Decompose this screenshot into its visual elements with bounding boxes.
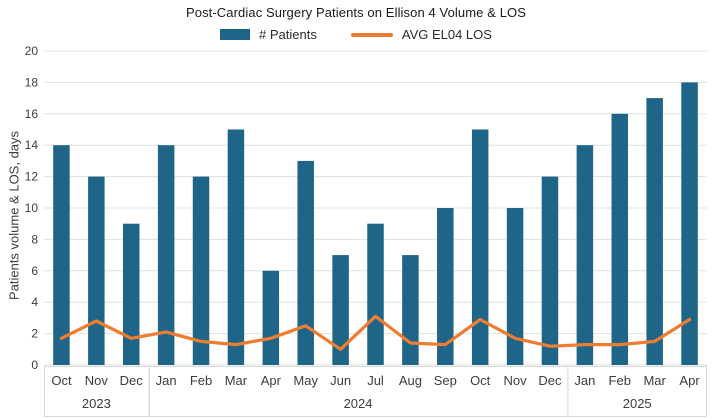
- y-tick-label: 16: [25, 107, 39, 121]
- bar: [681, 82, 698, 366]
- y-tick-label: 4: [31, 295, 38, 309]
- bar: [262, 270, 280, 365]
- y-tick-label: 20: [25, 44, 39, 58]
- month-label: Aug: [399, 373, 422, 388]
- legend: # Patients AVG EL04 LOS: [0, 27, 712, 42]
- bar: [192, 176, 210, 365]
- month-label: Jan: [156, 373, 177, 388]
- bar: [506, 208, 524, 365]
- year-label: 2025: [623, 396, 652, 411]
- y-tick-label: 12: [25, 170, 39, 184]
- y-tick-label: 0: [31, 358, 38, 372]
- y-tick-labels: 0 2 4 6 8 10 12 14 16 18 20: [25, 44, 39, 372]
- y-tick-label: 10: [25, 201, 39, 215]
- patients-bar-swatch: [220, 29, 251, 40]
- bar: [402, 255, 419, 365]
- month-label: Nov: [85, 373, 109, 388]
- month-label: Feb: [609, 373, 631, 388]
- y-tick-label: 14: [25, 138, 39, 152]
- year-label: 2024: [344, 396, 373, 411]
- bar: [53, 145, 70, 365]
- chart-title: Post-Cardiac Surgery Patients on Ellison…: [185, 5, 527, 20]
- bar: [297, 160, 314, 365]
- month-label: Oct: [51, 373, 72, 388]
- month-label: May: [293, 373, 318, 388]
- bar: [332, 255, 349, 365]
- month-label: Sep: [434, 373, 457, 388]
- y-tick-label: 2: [31, 327, 38, 341]
- month-label: Mar: [225, 373, 248, 388]
- month-label: Nov: [504, 373, 528, 388]
- los-line: [59, 314, 692, 351]
- month-label: Oct: [470, 373, 491, 388]
- month-label: Mar: [643, 373, 666, 388]
- bar: [367, 223, 384, 365]
- y-tick-label: 18: [25, 75, 39, 89]
- los-polyline: [59, 314, 692, 351]
- bar: [157, 145, 175, 365]
- bar: [576, 145, 594, 365]
- bar: [88, 176, 105, 365]
- legend-label-patients: # Patients: [259, 27, 317, 42]
- month-label: Dec: [120, 373, 144, 388]
- bar: [437, 208, 454, 365]
- los-line-swatch: [350, 32, 393, 37]
- month-label: Jun: [330, 373, 351, 388]
- bar: [122, 223, 140, 365]
- legend-label-los: AVG EL04 LOS: [401, 27, 492, 42]
- month-label: Dec: [538, 373, 562, 388]
- y-tick-label: 6: [31, 264, 38, 278]
- bar: [227, 129, 245, 365]
- patients-bars: [53, 82, 698, 366]
- bar: [541, 176, 559, 365]
- bar: [471, 129, 489, 365]
- month-label: Apr: [679, 373, 700, 388]
- month-label: Jul: [367, 373, 384, 388]
- y-tick-label: 8: [31, 232, 38, 246]
- legend-item-patients: # Patients: [220, 27, 317, 42]
- axis-band-cell: [567, 366, 708, 417]
- bar: [646, 98, 663, 365]
- bar: [611, 113, 629, 365]
- month-label: Apr: [261, 373, 282, 388]
- month-label: Feb: [190, 373, 212, 388]
- legend-item-los: AVG EL04 LOS: [350, 27, 492, 42]
- year-label: 2023: [82, 396, 111, 411]
- x-axis-band: Oct Nov Dec 2023 Jan Feb Mar Apr May Jun Jul Aug Sep…: [44, 366, 708, 417]
- month-label: Jan: [574, 373, 595, 388]
